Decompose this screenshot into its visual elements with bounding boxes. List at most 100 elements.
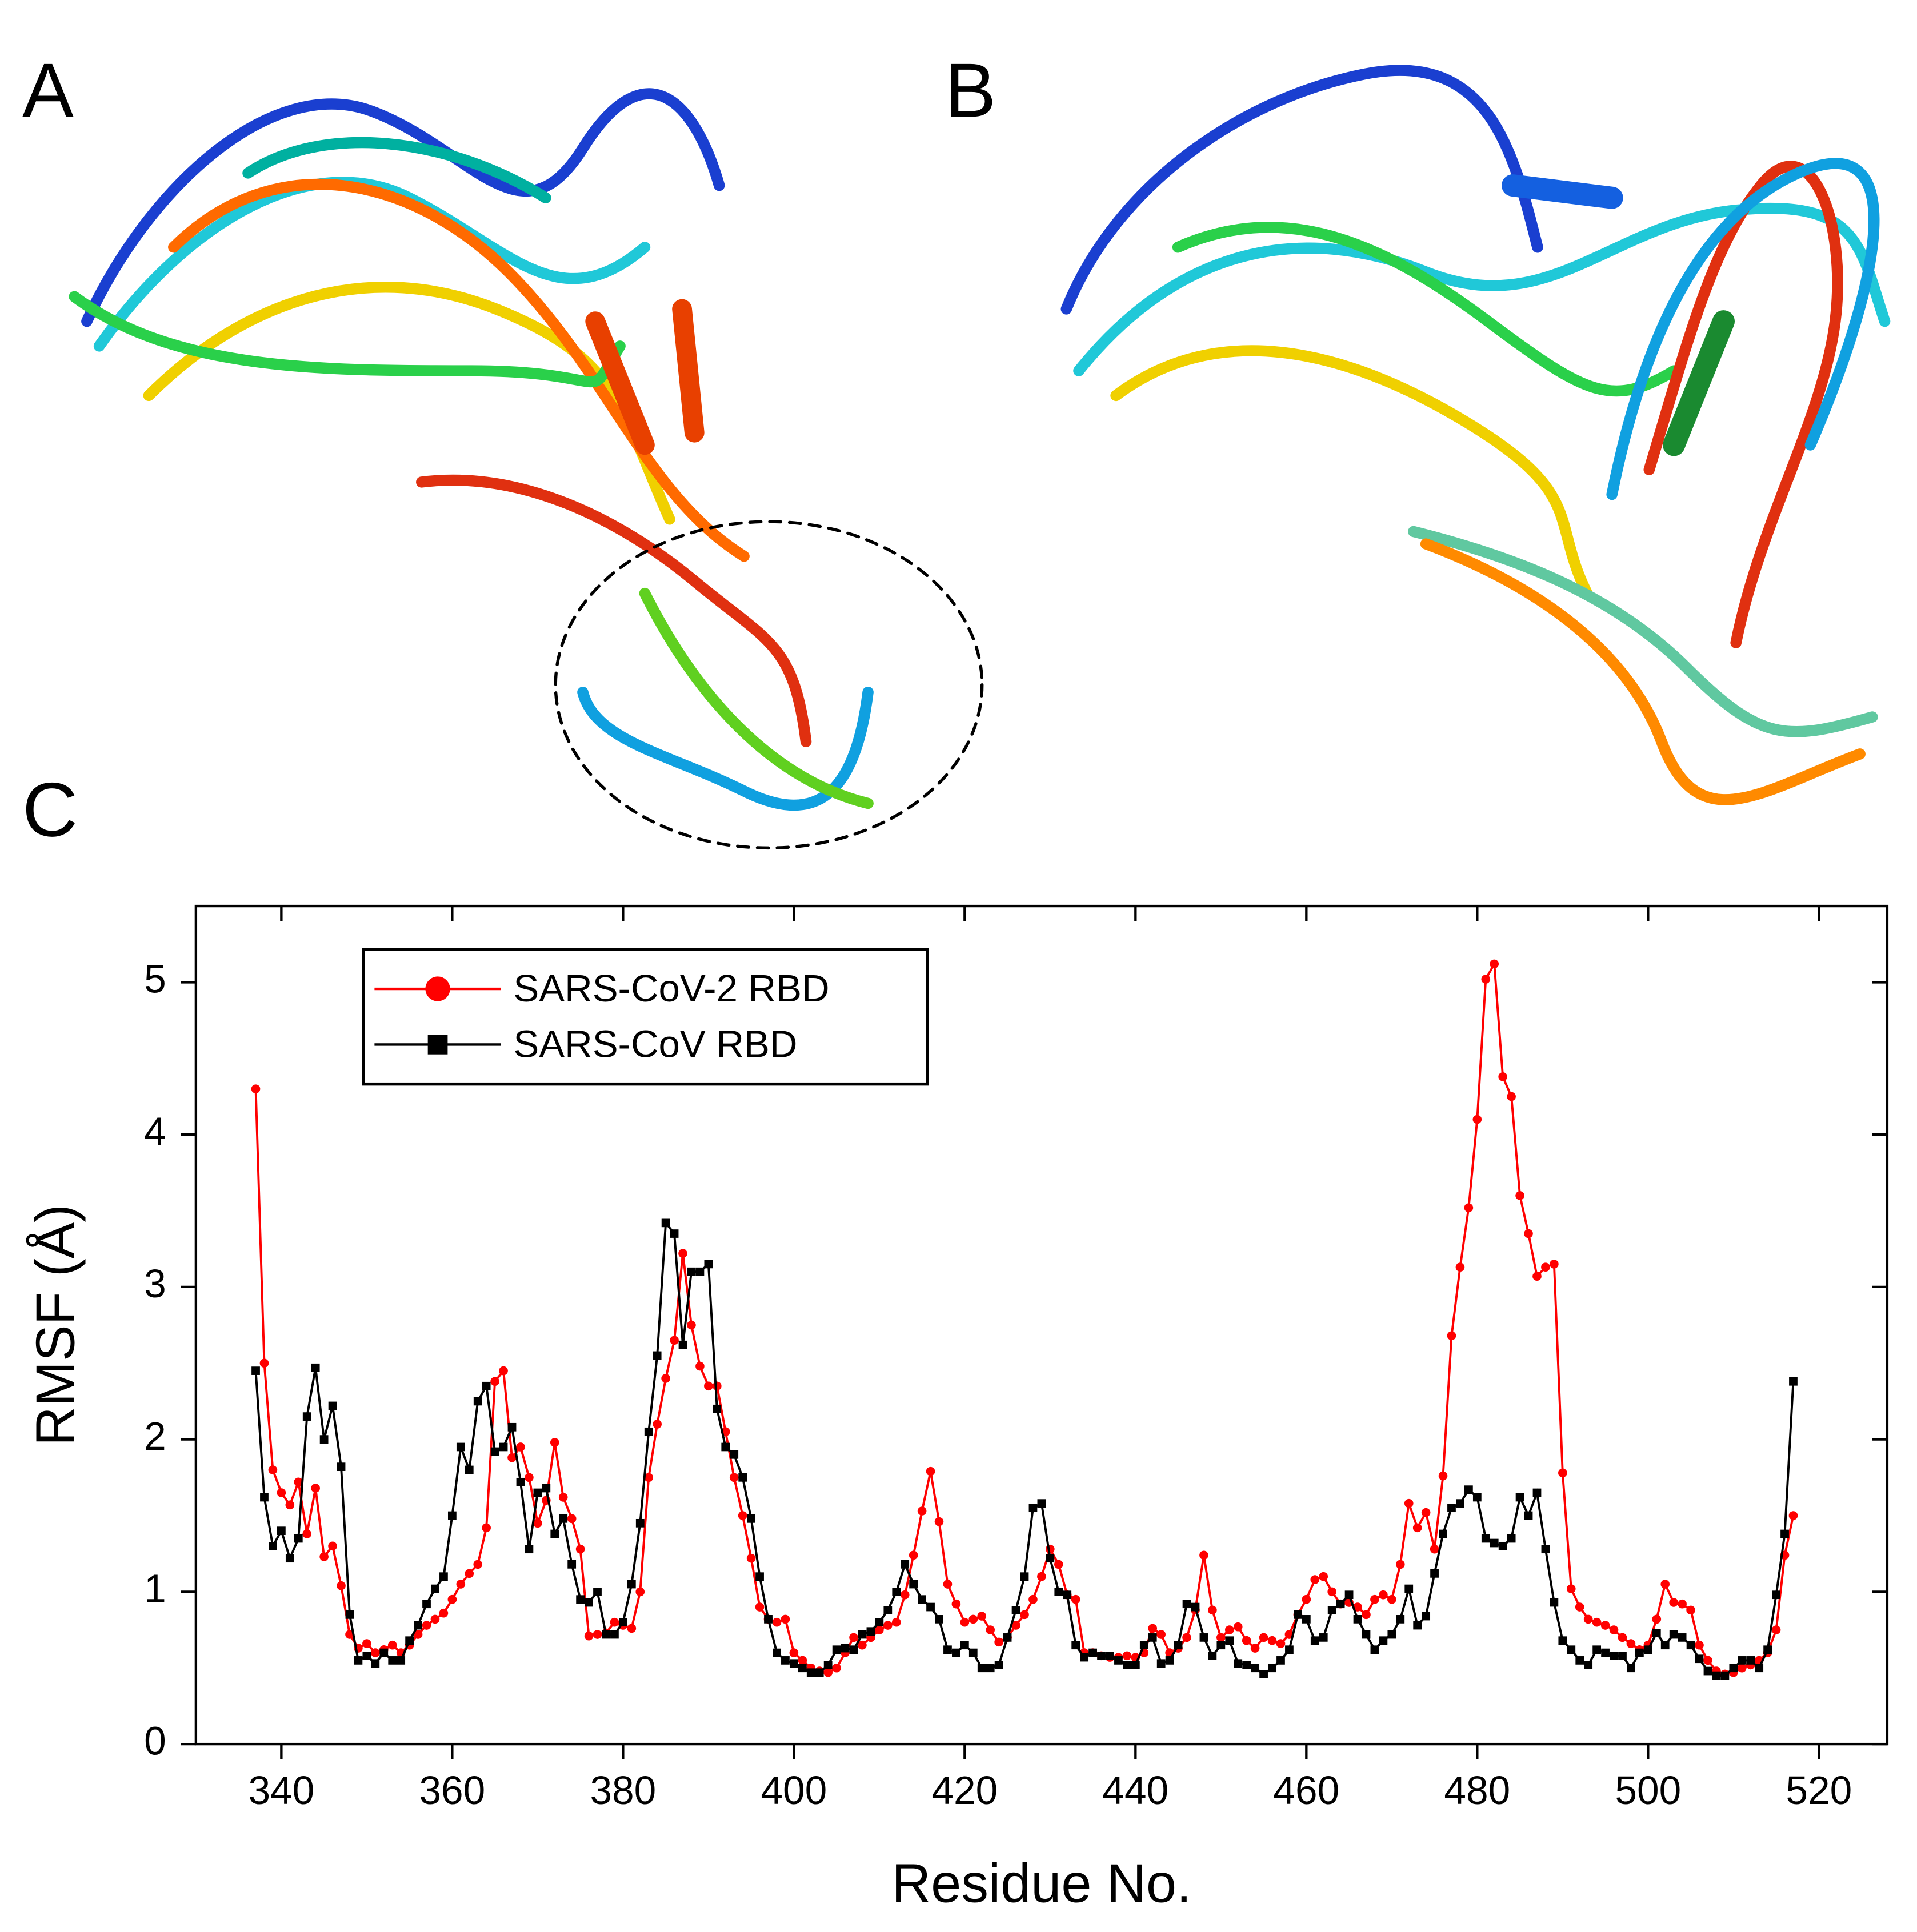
data-point [447,1594,457,1604]
data-point [1541,1262,1550,1272]
data-point [661,1218,670,1228]
data-point [1583,1614,1593,1624]
data-point [627,1624,637,1633]
data-point [1627,1664,1635,1673]
data-point [1472,1493,1482,1502]
data-point [251,1366,260,1375]
data-point [1729,1664,1738,1673]
data-point [1182,1600,1191,1609]
data-point [1678,1599,1687,1609]
data-point [1412,1523,1422,1533]
data-point [926,1466,935,1476]
data-point [1575,1602,1584,1612]
data-point [1319,1572,1328,1581]
data-point [875,1625,884,1634]
data-point [1430,1544,1439,1554]
data-point [362,1652,371,1660]
data-point [1430,1569,1439,1578]
data-point [738,1511,747,1520]
data-point [1524,1511,1533,1520]
data-point [772,1617,782,1627]
data-point [712,1381,722,1391]
data-point [1268,1664,1276,1673]
data-point [670,1229,679,1238]
data-point [1225,1636,1234,1645]
data-point [1224,1625,1234,1634]
data-point [269,1541,277,1550]
data-point [1566,1584,1576,1593]
data-point [439,1572,448,1581]
data-point [430,1614,440,1624]
data-point [1558,1636,1567,1645]
data-point [1755,1664,1764,1673]
data-point [499,1442,508,1452]
panel-label: A [22,47,74,133]
data-point [1584,1661,1593,1669]
data-point [1438,1471,1448,1481]
data-point [892,1588,901,1596]
data-point [413,1630,423,1639]
data-point [516,1442,525,1452]
data-point [1362,1630,1371,1639]
data-point [328,1401,337,1410]
data-point [738,1473,747,1482]
data-point [1498,1541,1507,1550]
data-point [1592,1645,1602,1654]
data-point [1233,1622,1243,1632]
data-point [968,1648,978,1657]
data-point [1404,1498,1414,1508]
legend-box [362,948,929,1086]
data-point [1550,1598,1559,1607]
data-point [1618,1652,1627,1660]
data-point [1515,1191,1524,1200]
data-point [1259,1633,1268,1642]
data-point [1498,1072,1507,1081]
data-point [610,1630,619,1639]
data-point [1199,1550,1208,1560]
data-point [1191,1602,1200,1612]
data-point [567,1514,577,1524]
data-point [1421,1508,1431,1517]
data-point [755,1572,764,1581]
data-point [960,1617,970,1627]
data-point [379,1648,389,1657]
data-point [1515,1493,1524,1502]
data-point [986,1625,995,1634]
data-point [405,1636,414,1645]
data-point [789,1659,798,1668]
data-point [584,1631,594,1641]
data-point [311,1484,320,1493]
data-point [644,1427,653,1436]
data-point [909,1580,918,1589]
data-point [1362,1610,1371,1620]
data-point [1037,1572,1046,1581]
data-point [729,1473,739,1482]
legend-marker [427,1035,448,1055]
data-point [875,1618,884,1627]
data-point [473,1560,483,1569]
data-point [1242,1636,1251,1645]
data-point [1182,1633,1191,1642]
x-tick-label: 520 [1786,1768,1852,1813]
data-point [1524,1229,1533,1238]
data-point [627,1580,636,1589]
data-point [1011,1621,1020,1630]
data-point [362,1639,371,1648]
data-point [934,1517,944,1526]
data-point [986,1664,995,1673]
data-point [1695,1640,1704,1650]
data-point [490,1377,499,1386]
data-point [635,1518,645,1528]
data-point [542,1484,551,1493]
data-point [507,1422,517,1432]
data-point [1712,1671,1721,1680]
data-point [1703,1656,1712,1665]
data-point [260,1493,269,1502]
data-point [1353,1602,1362,1612]
data-point [926,1602,935,1612]
data-point [695,1267,705,1276]
data-point [1156,1659,1166,1668]
data-point [1285,1645,1294,1654]
data-point [951,1599,961,1609]
